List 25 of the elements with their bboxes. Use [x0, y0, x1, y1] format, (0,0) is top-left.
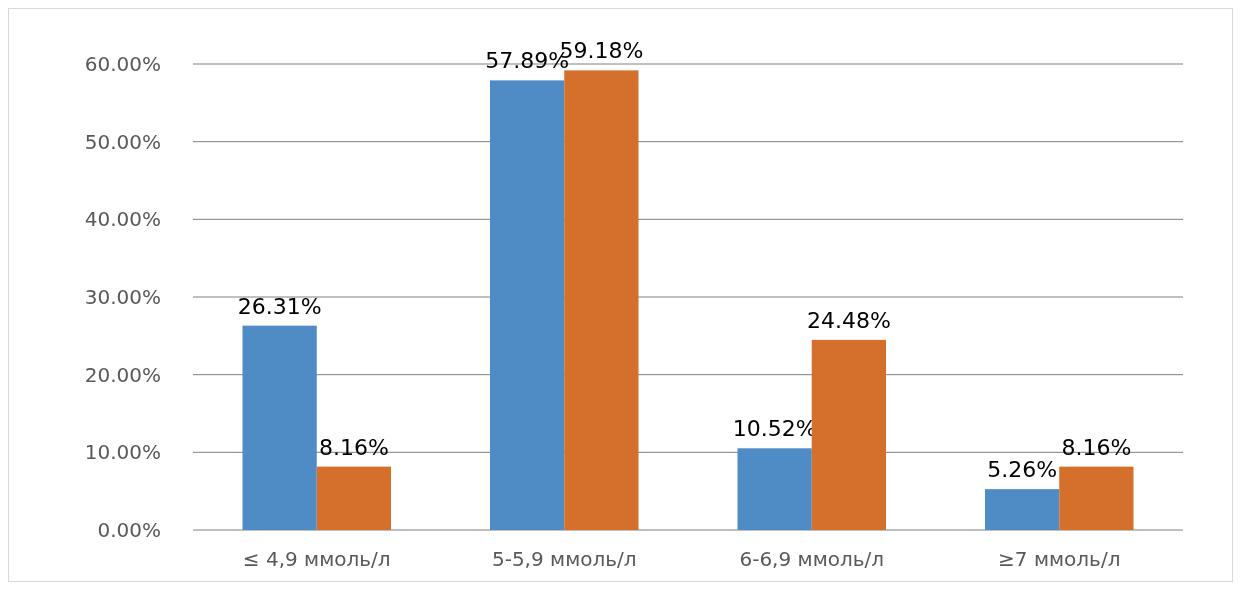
bar: [316, 466, 391, 530]
bar: [490, 80, 565, 530]
bar: [985, 489, 1060, 530]
bar: [564, 70, 639, 530]
bar: [1059, 466, 1134, 530]
x-tick-label: ≥7 ммоль/л: [998, 547, 1121, 571]
x-tick-label: 5-5,9 ммоль/л: [491, 547, 637, 571]
y-tick-label: 20.00%: [84, 362, 161, 387]
y-tick-label: 50.00%: [84, 129, 161, 154]
bar: [737, 448, 812, 530]
data-label: 10.52%: [732, 416, 817, 442]
bar: [811, 339, 886, 530]
data-label: 8.16%: [1061, 434, 1132, 460]
y-tick-label: 40.00%: [84, 207, 161, 232]
bar: [242, 325, 317, 530]
y-tick-label: 0.00%: [97, 518, 161, 542]
x-tick-label: 6-6,9 ммоль/л: [739, 547, 885, 571]
y-tick-label: 60.00%: [84, 52, 161, 76]
data-label: 8.16%: [318, 434, 389, 460]
y-tick-label: 30.00%: [84, 285, 161, 309]
x-tick-label: ≤ 4,9 ммоль/л: [242, 547, 391, 571]
data-label: 5.26%: [987, 457, 1058, 483]
y-tick-label: 10.00%: [84, 440, 161, 465]
data-label: 26.31%: [237, 293, 322, 319]
data-label: 24.48%: [806, 307, 891, 333]
